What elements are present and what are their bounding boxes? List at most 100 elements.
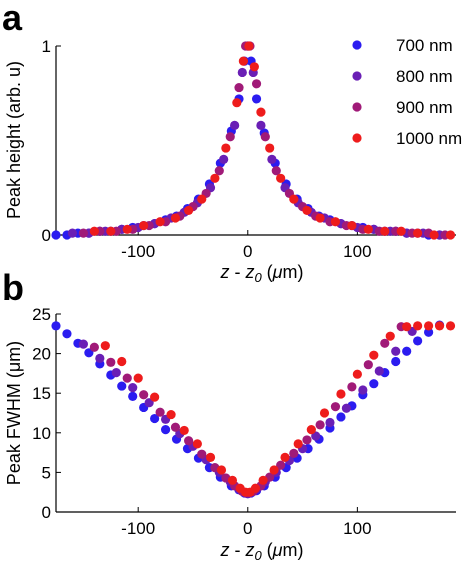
panel-a-xtick-label: -100 <box>121 242 155 261</box>
panel-b-point-s0 <box>424 327 434 337</box>
panel-a-xtick-label: 100 <box>343 242 371 261</box>
panel-b-xlabel-sub: 0 <box>254 548 262 563</box>
panel-a-point-s3 <box>265 143 275 153</box>
panel-a-xlabel-open: ( <box>262 262 273 282</box>
panel-b-xtick-label: 0 <box>243 519 252 538</box>
legend-label-2: 900 nm <box>396 98 453 117</box>
panel-b-xtick-label: 100 <box>343 519 371 538</box>
panel-b-point-s1 <box>391 346 401 356</box>
panel-a-point-s3 <box>445 230 456 240</box>
panel-a-point-s2 <box>225 132 235 142</box>
panel-a-points <box>51 41 456 240</box>
panel-b-point-s0 <box>336 412 346 422</box>
panel-b-xlabel-z: z <box>219 540 229 560</box>
panel-a-point-s2 <box>214 166 224 176</box>
legend-marker-1 <box>352 71 362 81</box>
panel-a-point-s3 <box>330 217 341 227</box>
panel-a-point-s3 <box>197 194 207 204</box>
panel-b-point-s3 <box>166 409 176 420</box>
panel-a-xlabel-close: m) <box>283 262 304 282</box>
panel-b-point-s3 <box>385 331 395 341</box>
panel-a-xlabel-z0: z <box>244 262 254 282</box>
panel-b-xlabel-open: ( <box>262 540 273 560</box>
panel-b-point-s3 <box>352 369 362 379</box>
panel-b-point-s3 <box>179 425 189 436</box>
panel-a-point-s3 <box>139 220 149 231</box>
panel-a-point-s3 <box>122 224 132 234</box>
panel-a-point-s3 <box>244 41 254 51</box>
panel-a-point-s2 <box>78 228 88 238</box>
panel-b-point-s1 <box>374 366 384 376</box>
panel-b-ytick-label: 15 <box>32 384 51 403</box>
panel-b-point-s0 <box>402 346 412 356</box>
panel-a-point-s3 <box>429 230 439 240</box>
panel-a-xlabel: z - z0 (μm) <box>219 262 303 285</box>
panel-b-point-s1 <box>95 353 105 363</box>
panel-a-point-s3 <box>238 56 248 66</box>
panel-b-point-s2 <box>330 402 341 412</box>
panel-b-point-s3 <box>258 475 268 485</box>
panel-b-point-s0 <box>128 391 138 401</box>
panel-a-point-s2 <box>234 82 244 93</box>
panel-a-xtick-label: 0 <box>243 242 252 261</box>
panel-b-point-s3 <box>306 425 316 435</box>
panel-a-xlabel-mu: μ <box>272 262 283 282</box>
panel-b-axes <box>55 314 456 513</box>
panel-a-point-s1 <box>67 228 78 238</box>
panel-b-point-s3 <box>227 475 238 485</box>
panel-b-point-s0 <box>150 413 160 424</box>
panel-b-point-s2 <box>139 390 149 400</box>
panel-a-point-s3 <box>396 226 406 236</box>
panel-a-point-s3 <box>232 98 242 108</box>
panel-b-point-s3 <box>269 465 279 475</box>
panel-a-point-s3 <box>184 205 194 216</box>
panel-a-xlabel-sub: 0 <box>254 270 262 285</box>
panel-b-point-s3 <box>100 341 110 351</box>
panel-b-point-s2 <box>184 436 194 446</box>
panel-b-point-s2 <box>302 435 312 445</box>
panel-a-point-s3 <box>155 217 165 227</box>
panel-b-point-s3 <box>402 322 412 332</box>
panel-a-xlabel-dash: - <box>229 262 245 282</box>
panel-a-point-s3 <box>106 226 116 236</box>
panel-b-point-s3 <box>434 321 445 331</box>
panel-b-xlabel: z - z0 (μm) <box>219 540 303 563</box>
panel-b-point-s1 <box>128 383 138 393</box>
panel-b-xlabel-mu: μ <box>272 540 283 560</box>
panel-a-point-s3 <box>289 194 299 204</box>
legend-marker-3 <box>352 133 362 143</box>
panel-a-point-s0 <box>251 94 262 104</box>
panel-b-point-s2 <box>276 460 286 470</box>
panel-a-point-s3 <box>302 205 312 216</box>
panel-b-ytick-label: 25 <box>32 305 51 324</box>
panel-b-point-s2 <box>363 360 373 370</box>
panel-a-point-s3 <box>221 143 231 153</box>
panel-b-point-s0 <box>62 329 72 339</box>
panel-b-point-s2 <box>315 420 325 430</box>
legend-marker-2 <box>352 102 362 112</box>
panel-b-point-s1 <box>111 368 121 378</box>
panel-a-point-s0 <box>51 230 61 240</box>
panel-a-point-s2 <box>271 166 281 176</box>
panel-b-point-s2 <box>380 338 390 348</box>
legend-marker-0 <box>352 40 362 50</box>
panel-a-point-s3 <box>210 173 220 183</box>
panel-b-point-s3 <box>369 350 379 360</box>
panel-a-ylabel: Peak height (arb. u) <box>4 61 24 219</box>
panel-b-point-s2 <box>347 382 357 392</box>
panel-b-point-s1 <box>358 385 368 395</box>
panel-b-point-s0 <box>160 425 171 435</box>
panel-b-point-s3 <box>424 321 434 331</box>
panel-b-point-s1 <box>325 417 335 428</box>
legend: 700 nm 800 nm 900 nm 1000 nm <box>352 36 462 148</box>
panel-b-point-s3 <box>216 465 227 475</box>
panel-a-point-s3 <box>380 226 390 236</box>
panel-a-point-s3 <box>347 220 357 231</box>
panel-a-point-s3 <box>256 107 266 117</box>
panel-b-point-s2 <box>289 448 299 458</box>
panel-a-point-s3 <box>315 213 325 223</box>
panel-b-point-s3 <box>192 439 202 449</box>
panel-b-point-s2 <box>155 407 165 417</box>
panel-a-point-s2 <box>260 132 270 142</box>
